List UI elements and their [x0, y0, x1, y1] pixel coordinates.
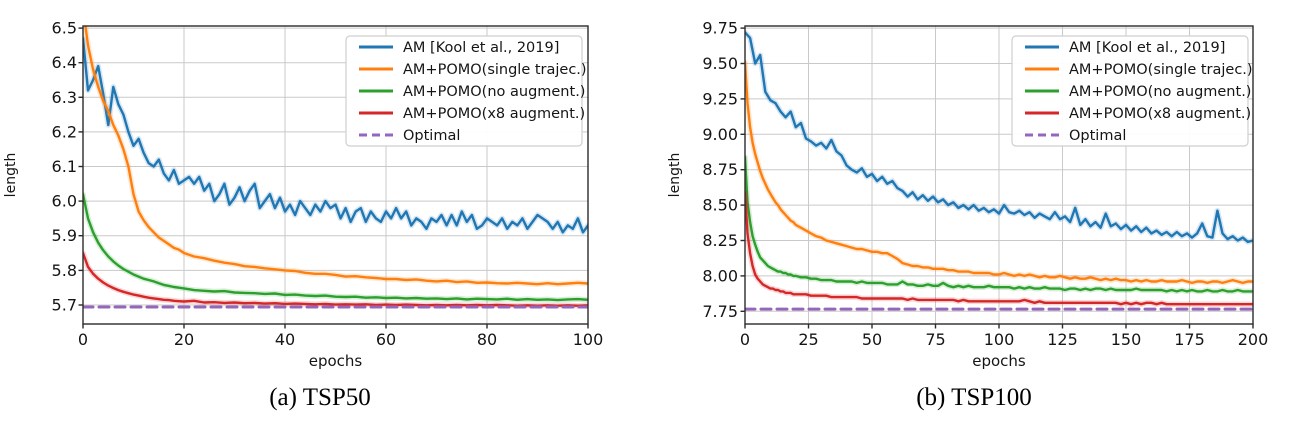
legend-label: AM+POMO(x8 augment.) [1069, 106, 1251, 122]
xtick-label: 100 [573, 330, 604, 349]
grid [82, 26, 589, 324]
legend-label: AM+POMO(no augment.) [1069, 84, 1251, 100]
xtick-label: 175 [1174, 330, 1205, 349]
tick-labels: 0 25 50 75 100 125 150 175 200 7.75 8.00 8.25 8.50 8.… [702, 19, 1268, 349]
xtick-label: 0 [740, 330, 750, 349]
series-line-pomo_x8 [745, 191, 1253, 306]
legend-label: Optimal [1069, 128, 1126, 144]
ytick-label: 7.75 [702, 302, 738, 321]
ytick-label: 6.2 [52, 122, 77, 141]
ytick-label: 5.9 [52, 226, 77, 245]
legend: AM [Kool et al., 2019] AM+POMO(single tra… [345, 35, 587, 147]
xtick-label: 75 [925, 330, 945, 349]
ytick-label: 9.25 [702, 89, 738, 108]
xtick-label: 50 [862, 330, 882, 349]
series-line-pomo_single [745, 60, 1253, 285]
series-line-pomo_x8 [83, 251, 588, 307]
legend-label: AM+POMO(x8 augment.) [403, 106, 585, 122]
subfig-caption-b: (b) TSP100 [916, 384, 1032, 411]
tick-labels: 0 20 40 60 80 100 5.7 5.8 5.9 6.0 6.1 6.2 6.3 6.4 6.5 [52, 19, 604, 349]
legend-label: AM+POMO(single trajec.) [403, 62, 587, 78]
y-axis-label: length [667, 153, 683, 198]
subfig-caption-a: (a) TSP50 [269, 384, 371, 411]
ytick-label: 6.1 [52, 157, 77, 176]
ytick-label: 8.75 [702, 160, 738, 179]
xtick-label: 25 [798, 330, 818, 349]
ytick-label: 9.75 [702, 19, 738, 38]
ytick-label: 8.25 [702, 231, 738, 250]
ytick-label: 5.8 [52, 261, 77, 280]
tick-marks [78, 27, 589, 329]
legend-box [345, 35, 583, 147]
ytick-label: 8.00 [702, 266, 738, 285]
x-axis-label: epochs [972, 352, 1026, 370]
legend-label: AM [Kool et al., 2019] [1069, 40, 1225, 56]
x-axis-label: epochs [309, 352, 363, 370]
xtick-label: 100 [984, 330, 1015, 349]
spines [82, 25, 589, 325]
legend-label: AM [Kool et al., 2019] [403, 40, 559, 56]
legend-box [1011, 35, 1249, 147]
legend-label: Optimal [403, 128, 460, 144]
xtick-label: 20 [174, 330, 194, 349]
series-line-pomo_noaug [745, 155, 1253, 293]
ytick-label: 9.50 [702, 54, 738, 73]
xtick-label: 0 [78, 330, 88, 349]
ytick-label: 6.4 [52, 53, 77, 72]
y-axis-label: length [3, 153, 19, 198]
legend: AM [Kool et al., 2019] AM+POMO(single tra… [1011, 35, 1253, 147]
legend-label: AM+POMO(no augment.) [403, 84, 585, 100]
chart-tsp100: 0 25 50 75 100 125 150 175 200 7.75 8.00 8.25 8.50 8.… [667, 19, 1268, 370]
ytick-label: 8.50 [702, 196, 738, 215]
xtick-label: 40 [275, 330, 295, 349]
ytick-label: 6.3 [52, 88, 77, 107]
series-line-am [745, 31, 1253, 244]
ytick-label: 6.0 [52, 192, 77, 211]
ytick-label: 6.5 [52, 19, 77, 38]
xtick-label: 200 [1238, 330, 1269, 349]
series-line-am [83, 37, 588, 234]
legend-label: AM+POMO(single trajec.) [1069, 62, 1253, 78]
xtick-label: 60 [376, 330, 396, 349]
ytick-label: 5.7 [52, 296, 77, 315]
series-group [745, 29, 1253, 311]
xtick-label: 80 [477, 330, 497, 349]
series-group [83, 26, 588, 309]
series-line-pomo_noaug [83, 192, 588, 302]
series-line-pomo_single [84, 26, 588, 286]
chart-tsp50: 0 20 40 60 80 100 5.7 5.8 5.9 6.0 6.1 6.2 6.3 6.4 6.5 e… [3, 19, 604, 370]
xtick-label: 150 [1111, 330, 1142, 349]
tick-marks [740, 27, 1254, 329]
xtick-label: 125 [1047, 330, 1078, 349]
ytick-label: 9.00 [702, 125, 738, 144]
